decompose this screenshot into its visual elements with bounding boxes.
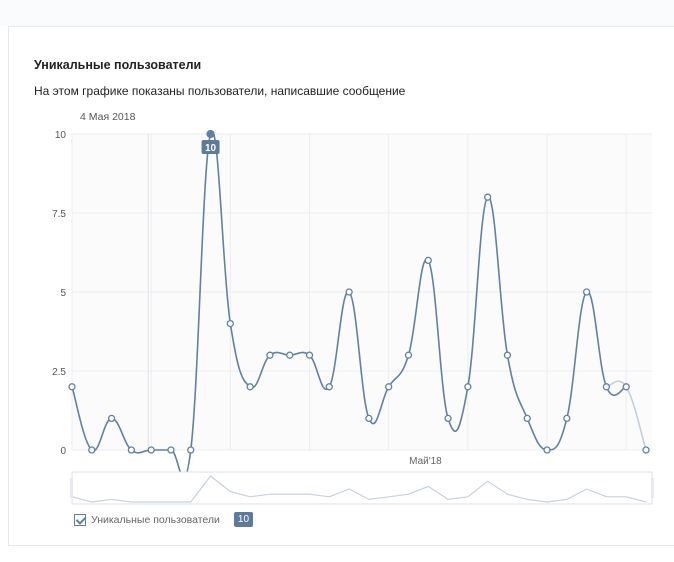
navigator-handle-right bbox=[651, 478, 654, 498]
legend-label[interactable]: Уникальные пользователи bbox=[91, 513, 220, 526]
navigator-frame bbox=[71, 471, 653, 505]
data-point bbox=[602, 383, 611, 391]
data-point bbox=[305, 351, 314, 359]
data-point bbox=[444, 414, 452, 423]
data-point bbox=[563, 414, 571, 423]
data-point bbox=[404, 351, 413, 359]
data-point bbox=[622, 383, 630, 391]
y-tick-label: 7.5 bbox=[52, 209, 66, 220]
y-tick-label: 0 bbox=[60, 446, 66, 457]
data-point bbox=[206, 129, 215, 139]
data-point bbox=[325, 383, 333, 391]
data-point bbox=[365, 414, 373, 423]
y-tick-label: 2.5 bbox=[52, 367, 66, 378]
data-point bbox=[187, 446, 195, 454]
y-tick-label: 5 bbox=[60, 288, 66, 299]
data-point bbox=[147, 446, 155, 454]
data-point bbox=[385, 383, 393, 391]
data-point bbox=[464, 383, 472, 391]
data-point bbox=[642, 446, 650, 454]
legend-checkbox[interactable] bbox=[74, 513, 86, 526]
hover-date-label: 4 Мая 2018 bbox=[80, 111, 136, 123]
data-point bbox=[107, 414, 116, 423]
value-badge-label: 10 bbox=[205, 143, 217, 154]
data-point bbox=[286, 351, 294, 359]
chart-subtitle: На этом графике показаны пользователи, н… bbox=[34, 84, 406, 98]
y-tick-label: 10 bbox=[55, 130, 67, 141]
legend[interactable]: Уникальные пользователи 10 bbox=[74, 512, 254, 527]
data-point bbox=[68, 383, 76, 391]
chart-title: Уникальные пользователи bbox=[34, 58, 202, 72]
navigator-line bbox=[71, 475, 647, 503]
data-point bbox=[345, 288, 353, 296]
data-point bbox=[582, 288, 591, 296]
value-badge bbox=[201, 140, 220, 154]
data-point bbox=[246, 383, 254, 391]
top-band bbox=[0, 0, 674, 26]
data-point bbox=[484, 193, 492, 201]
data-point bbox=[424, 256, 432, 265]
x-tick-label: Май'18 bbox=[409, 456, 442, 467]
data-point bbox=[127, 446, 136, 454]
data-point bbox=[167, 446, 175, 454]
data-point bbox=[88, 446, 96, 454]
data-point bbox=[523, 414, 531, 423]
data-point bbox=[503, 351, 512, 359]
data-point bbox=[226, 319, 234, 328]
legend-value-badge: 10 bbox=[233, 512, 254, 527]
data-point bbox=[266, 351, 274, 359]
data-point bbox=[543, 446, 551, 454]
navigator-handle-left bbox=[70, 478, 73, 498]
